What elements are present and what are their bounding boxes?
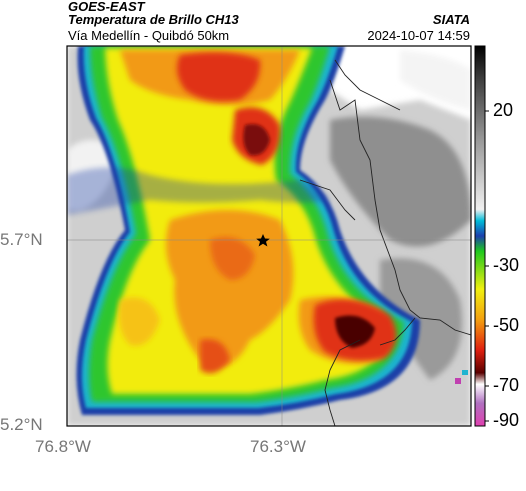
colorbar-tick-label: -70 (493, 375, 520, 395)
colorbar-tick-label: -30 (493, 255, 520, 275)
colorbar-tick-label: 20 (493, 100, 514, 120)
organization-label: SIATA (432, 12, 470, 27)
location-marker-star (256, 234, 270, 247)
product-title: Temperatura de Brillo CH13 (68, 12, 239, 27)
brightness-temperature-field (67, 46, 471, 426)
lon-tick-label: 76.8°W (35, 437, 91, 456)
colorbar-tick-label: -50 (493, 315, 520, 335)
satellite-title: GOES-EAST (68, 0, 145, 14)
lon-tick-label: 76.3°W (250, 437, 306, 456)
colorbar (474, 45, 489, 427)
plot-frame (66, 45, 472, 427)
lat-tick-label: 5.7°N (0, 230, 43, 249)
colorbar-tick-label: -90 (493, 410, 520, 430)
lat-tick-label: 5.2°N (0, 415, 43, 434)
datetime-label: 2024-10-07 14:59 (367, 28, 470, 43)
route-subtitle: Vía Medellín - Quibdó 50km (68, 28, 230, 43)
